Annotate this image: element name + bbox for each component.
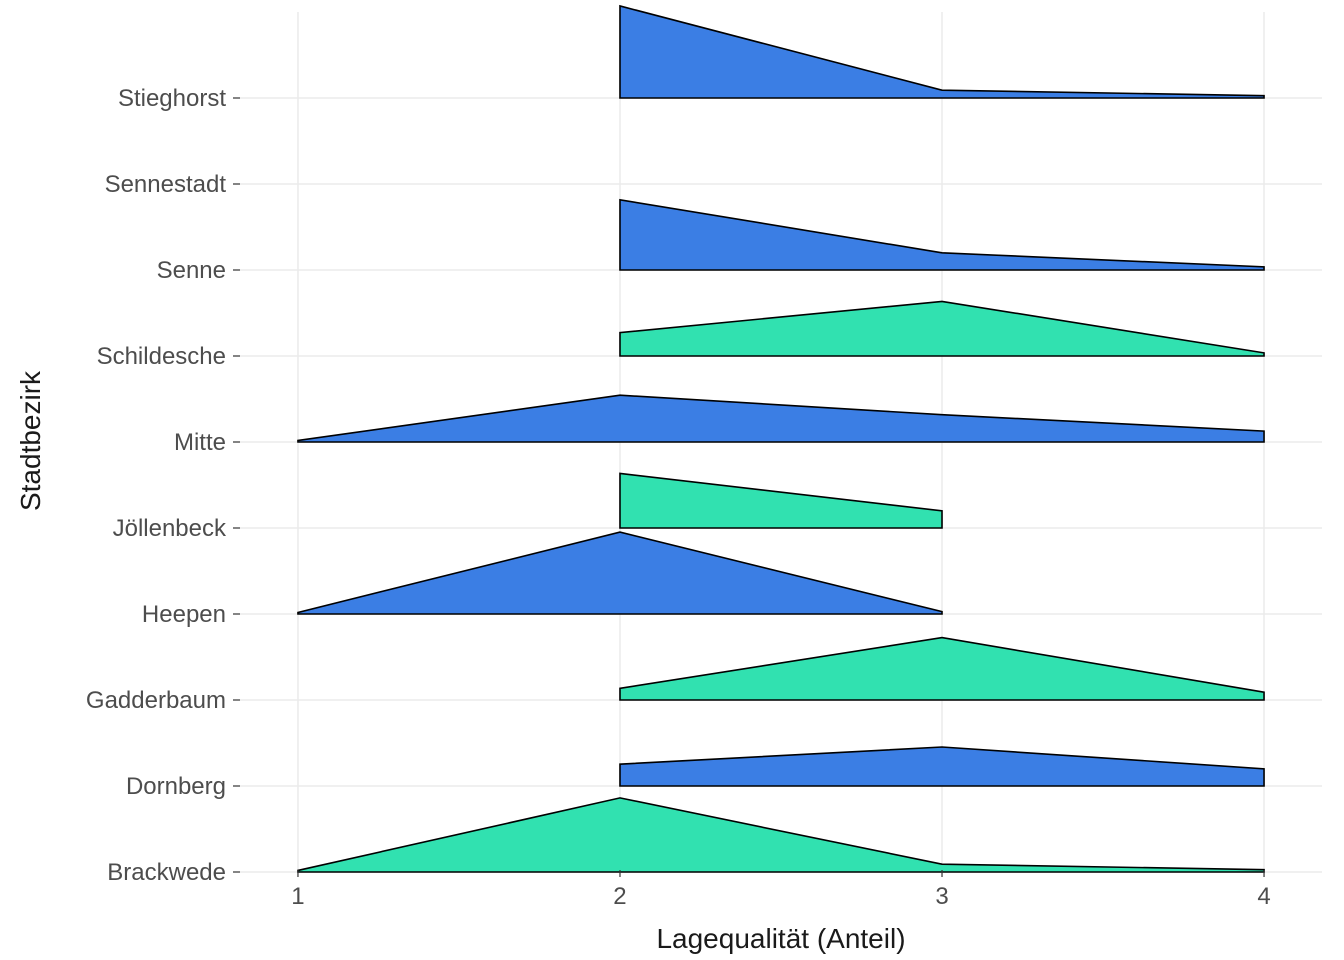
y-axis-title: Stadtbezirk <box>15 370 46 511</box>
y-tick-label: Stieghorst <box>118 85 226 112</box>
y-tick-label: Heepen <box>142 601 226 628</box>
y-tick-label: Brackwede <box>107 859 226 886</box>
y-tick-label: Dornberg <box>126 773 226 800</box>
x-tick-label: 4 <box>1257 883 1270 910</box>
x-axis-title: Lagequalität (Anteil) <box>656 923 905 954</box>
x-tick-label: 2 <box>613 883 626 910</box>
chart-svg: 1 2 3 4 Lagequalität (Anteil) Stieghorst Senne… <box>0 0 1344 960</box>
y-tick-label: Mitte <box>174 429 226 456</box>
x-tick-label: 1 <box>291 883 304 910</box>
ridgeline-chart: 1 2 3 4 Lagequalität (Anteil) Stieghorst Senne… <box>0 0 1344 960</box>
y-tick-label: Jöllenbeck <box>113 515 227 542</box>
y-tick-label: Schildesche <box>97 343 226 370</box>
y-tick-label: Senne <box>157 257 226 284</box>
x-tick-label: 3 <box>935 883 948 910</box>
y-tick-label: Sennestadt <box>105 171 227 198</box>
y-tick-label: Gadderbaum <box>86 687 226 714</box>
